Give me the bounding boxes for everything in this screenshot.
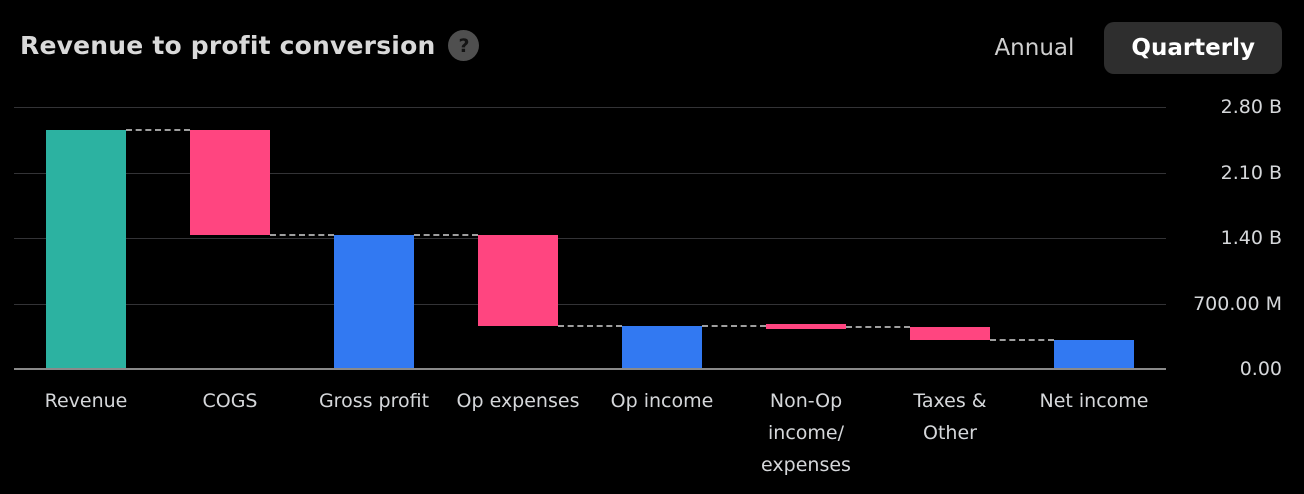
connector-dashed-line	[702, 324, 766, 327]
x-axis-label-taxes-other: Taxes & Other	[913, 390, 987, 444]
y-axis-tick-label: 0.00	[1239, 358, 1282, 380]
gridline	[14, 303, 1166, 305]
page-title: Revenue to profit conversion	[20, 31, 436, 60]
x-axis-label-op-expenses: Op expenses	[456, 390, 580, 412]
x-axis-label-net-income: Net income	[1039, 390, 1149, 412]
x-axis-label-op-income: Op income	[610, 390, 714, 412]
x-axis-label-cogs: COGS	[202, 390, 258, 412]
header: Revenue to profit conversion ?	[20, 30, 480, 61]
help-icon[interactable]: ?	[448, 30, 480, 61]
waterfall-plot-area	[14, 107, 1166, 370]
bar-revenue[interactable]	[46, 130, 126, 369]
connector-dashed-line	[414, 234, 478, 237]
connector-dashed-line	[558, 324, 622, 327]
gridline	[14, 172, 1166, 174]
period-toggle: Annual Quarterly	[992, 20, 1282, 75]
connector-dashed-line	[846, 325, 910, 328]
bar-taxes-other[interactable]	[910, 326, 990, 340]
x-axis-label-revenue: Revenue	[44, 390, 128, 412]
connector-dashed-line	[126, 129, 190, 132]
bar-net-income[interactable]	[1054, 339, 1134, 369]
y-axis-tick-label: 2.10 B	[1220, 161, 1282, 184]
bar-non-op-income-expenses[interactable]	[766, 323, 846, 329]
x-axis-label-non-op-income-expenses: Non-Op income/expenses	[761, 390, 851, 476]
bar-gross-profit[interactable]	[334, 235, 414, 369]
connector-dashed-line	[990, 338, 1054, 341]
connector-dashed-line	[270, 234, 334, 237]
quarterly-toggle-button[interactable]: Quarterly	[1104, 21, 1282, 74]
y-axis-tick-label: 2.80 B	[1220, 96, 1282, 118]
gridline	[14, 238, 1166, 239]
y-axis-tick-label: 700.00 M	[1193, 292, 1282, 315]
zero-baseline	[14, 368, 1166, 370]
x-axis-label-gross-profit: Gross profit	[318, 390, 430, 412]
y-axis-tick-label: 1.40 B	[1220, 227, 1282, 249]
bar-op-expenses[interactable]	[478, 235, 558, 326]
gridline	[14, 107, 1166, 108]
annual-toggle-button[interactable]: Annual	[992, 29, 1076, 67]
question-mark-glyph: ?	[458, 34, 470, 57]
bar-op-income[interactable]	[622, 325, 702, 369]
bar-cogs[interactable]	[190, 130, 270, 236]
